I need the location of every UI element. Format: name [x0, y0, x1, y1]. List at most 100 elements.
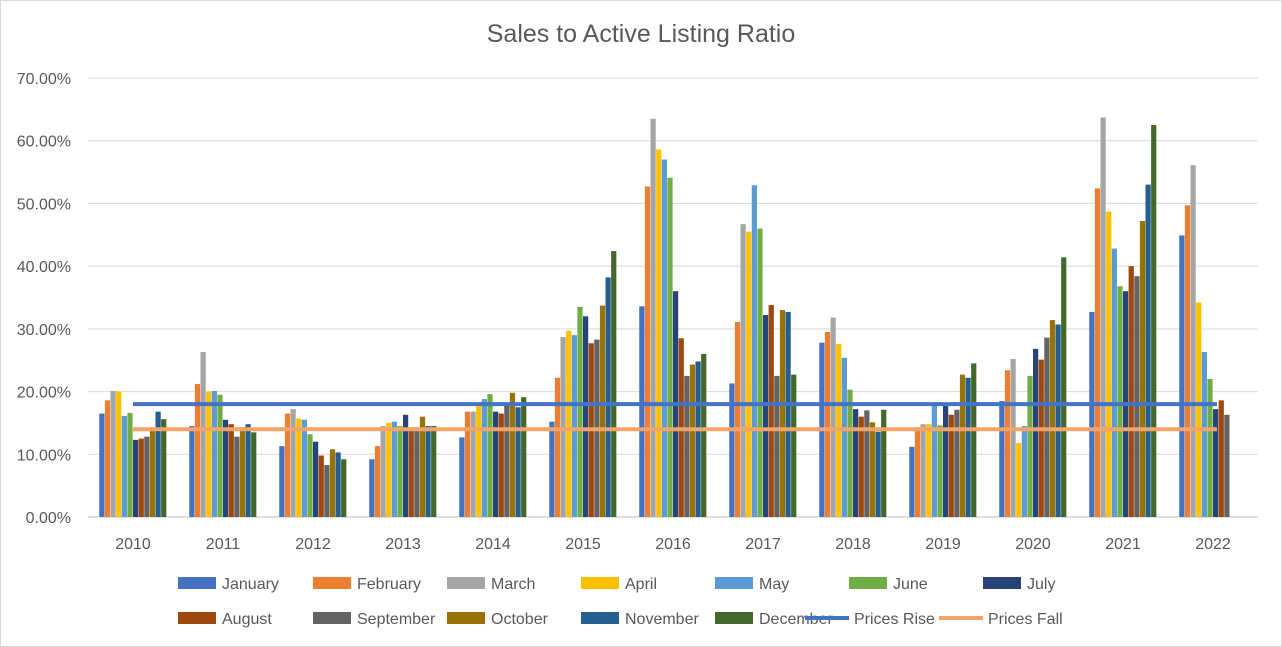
bar-july-2018 [853, 409, 859, 517]
bar-march-2020 [1010, 358, 1016, 517]
bar-november-2019 [965, 377, 971, 517]
bar-august-2010 [138, 438, 144, 517]
bar-december-2016 [701, 353, 707, 517]
bar-may-2010 [121, 416, 127, 517]
legend-label-june: June [893, 576, 928, 593]
bar-january-2014 [459, 437, 465, 517]
bar-october-2011 [239, 427, 246, 517]
bar-january-2012 [279, 446, 285, 517]
x-tick-label: 2019 [925, 536, 961, 553]
y-tick-label: 30.00% [17, 322, 71, 339]
bar-october-2018 [869, 422, 876, 517]
y-tick-label: 20.00% [17, 385, 71, 402]
bar-december-2018 [881, 409, 887, 517]
bar-october-2014 [509, 392, 516, 517]
bar-february-2017 [734, 321, 741, 517]
bar-june-2012 [307, 434, 313, 517]
bar-may-2014 [481, 399, 487, 517]
legend-swatch-october [447, 612, 485, 624]
x-tick-label: 2015 [565, 536, 601, 553]
bar-september-2010 [144, 436, 150, 517]
legend-swatch-april [581, 577, 619, 589]
bar-march-2022 [1190, 165, 1196, 517]
bar-may-2017 [751, 185, 757, 517]
bar-march-2019 [920, 424, 926, 517]
bar-may-2020 [1021, 426, 1027, 517]
bar-november-2015 [605, 277, 611, 517]
x-tick-label: 2012 [295, 536, 331, 553]
legend-label-march: March [491, 576, 535, 593]
bar-december-2013 [431, 426, 437, 517]
bar-april-2020 [1016, 442, 1022, 517]
bar-august-2019 [948, 414, 954, 517]
bar-november-2020 [1055, 324, 1061, 517]
bar-march-2014 [470, 411, 476, 517]
bar-january-2011 [189, 426, 195, 517]
bar-november-2021 [1145, 184, 1151, 517]
bar-november-2012 [335, 452, 341, 517]
bar-october-2020 [1049, 320, 1056, 517]
bar-august-2012 [318, 455, 324, 517]
legend-label-prices-rise: Prices Rise [854, 611, 935, 628]
bar-april-2013 [386, 422, 392, 517]
bar-november-2016 [695, 361, 701, 517]
legend-label-september: September [357, 611, 436, 628]
bar-april-2011 [206, 391, 212, 517]
legend-label-november: November [625, 611, 699, 628]
bar-april-2017 [746, 231, 752, 517]
x-tick-label: 2022 [1195, 536, 1231, 553]
bar-september-2018 [864, 410, 870, 517]
bar-july-2019 [943, 405, 949, 517]
bar-january-2016 [639, 306, 645, 517]
bar-august-2021 [1128, 266, 1134, 517]
bar-december-2011 [251, 432, 257, 517]
bar-march-2016 [650, 118, 656, 517]
y-tick-label: 60.00% [17, 134, 71, 151]
bar-july-2010 [133, 439, 139, 517]
bar-september-2014 [504, 402, 510, 517]
bar-september-2022 [1224, 414, 1230, 517]
bar-february-2011 [194, 384, 201, 517]
bar-december-2021 [1151, 125, 1157, 518]
bar-june-2016 [667, 177, 673, 518]
bar-february-2020 [1004, 370, 1011, 517]
bar-july-2014 [493, 411, 499, 517]
bar-november-2018 [875, 431, 881, 517]
bar-november-2013 [425, 426, 431, 517]
bar-april-2012 [296, 418, 302, 517]
bar-january-2017 [729, 383, 735, 517]
bar-january-2021 [1089, 311, 1095, 517]
bar-october-2013 [419, 416, 426, 517]
bar-february-2021 [1094, 188, 1101, 517]
x-tick-label: 2010 [115, 536, 151, 553]
bar-december-2012 [341, 459, 347, 517]
bar-may-2018 [841, 357, 847, 517]
x-tick-label: 2021 [1105, 536, 1141, 553]
legend-swatch-september [313, 612, 351, 624]
bar-february-2012 [284, 413, 291, 517]
bar-july-2022 [1213, 409, 1219, 517]
bar-august-2017 [768, 305, 774, 517]
bar-october-2010 [149, 427, 156, 517]
bar-june-2018 [847, 389, 853, 517]
bar-october-2012 [329, 449, 336, 517]
bar-march-2011 [200, 352, 206, 517]
bar-august-2018 [858, 416, 864, 517]
bar-february-2010 [104, 400, 111, 517]
bar-april-2016 [656, 149, 662, 517]
bar-june-2010 [127, 412, 133, 517]
y-tick-label: 40.00% [17, 259, 71, 276]
bar-march-2013 [380, 426, 386, 517]
bar-january-2015 [549, 421, 555, 517]
legend-label-prices-fall: Prices Fall [988, 611, 1063, 628]
bar-may-2019 [931, 404, 937, 517]
bar-december-2019 [971, 363, 977, 517]
bar-november-2014 [515, 407, 521, 517]
bar-april-2010 [116, 391, 122, 517]
bar-june-2017 [757, 228, 763, 517]
bar-june-2021 [1117, 286, 1123, 517]
bar-april-2019 [926, 424, 932, 517]
legend-swatch-february [313, 577, 351, 589]
bar-february-2015 [554, 377, 561, 517]
